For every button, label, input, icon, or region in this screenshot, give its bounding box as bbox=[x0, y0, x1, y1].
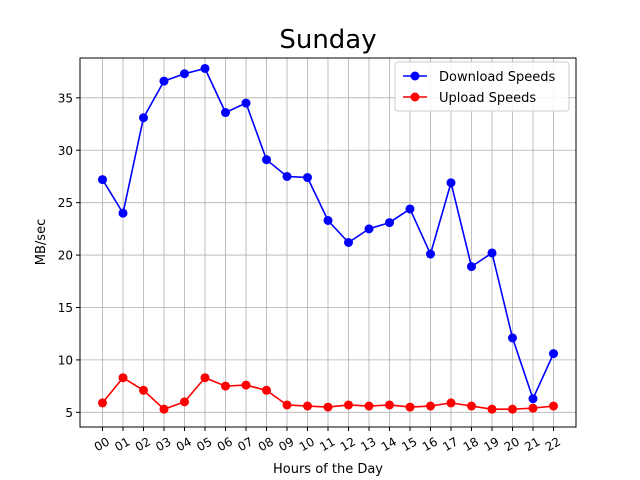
data-point-download bbox=[200, 63, 210, 73]
x-tick-label: 01 bbox=[112, 434, 132, 454]
chart-title: Sunday bbox=[279, 25, 376, 55]
data-point-upload bbox=[323, 402, 333, 412]
data-point-download bbox=[385, 218, 394, 228]
data-point-upload bbox=[118, 373, 128, 383]
data-point-download bbox=[282, 171, 292, 181]
legend: Download Speeds Upload Speeds bbox=[394, 61, 570, 112]
data-point-upload bbox=[467, 401, 476, 411]
data-point-download bbox=[323, 215, 333, 225]
data-point-upload bbox=[139, 385, 148, 395]
x-tick-label: 00 bbox=[92, 434, 112, 454]
x-tick-label: 07 bbox=[235, 434, 255, 454]
x-axis-label: Hours of the Day bbox=[273, 462, 383, 477]
legend-box bbox=[394, 61, 570, 112]
y-tick-label: 25 bbox=[58, 196, 73, 210]
data-point-upload bbox=[344, 400, 353, 410]
x-tick-label: 17 bbox=[440, 434, 460, 454]
data-point-upload bbox=[487, 404, 497, 414]
data-point-download bbox=[221, 108, 230, 118]
data-point-upload bbox=[241, 380, 251, 390]
data-point-download bbox=[528, 394, 538, 404]
data-point-upload bbox=[405, 402, 415, 412]
data-point-upload bbox=[446, 398, 456, 408]
x-tick-label: 08 bbox=[256, 434, 276, 454]
data-point-download bbox=[405, 204, 415, 214]
data-point-download bbox=[118, 208, 128, 218]
data-point-upload bbox=[528, 403, 538, 413]
data-point-download bbox=[344, 238, 353, 247]
data-point-upload bbox=[508, 404, 517, 414]
y-tick-label: 35 bbox=[58, 91, 73, 105]
data-point-download bbox=[241, 98, 251, 108]
x-tick-label: 11 bbox=[317, 434, 337, 454]
data-point-download bbox=[303, 173, 312, 183]
data-point-upload bbox=[364, 401, 374, 411]
x-tick-label: 12 bbox=[338, 434, 358, 454]
data-point-download bbox=[487, 248, 497, 258]
x-tick-label: 09 bbox=[276, 434, 296, 454]
x-tick-label: 05 bbox=[194, 434, 214, 454]
data-point-download bbox=[426, 249, 435, 259]
data-point-upload bbox=[549, 401, 558, 411]
x-tick-label: 14 bbox=[379, 434, 399, 454]
data-point-download bbox=[139, 113, 148, 123]
x-tick-label: 02 bbox=[133, 434, 153, 454]
series-upload bbox=[98, 373, 558, 414]
data-point-download bbox=[467, 262, 476, 272]
legend-marker-upload bbox=[410, 92, 420, 102]
data-point-upload bbox=[98, 398, 107, 408]
legend-label-download: Download Speeds bbox=[439, 70, 556, 85]
x-tick-label: 22 bbox=[543, 434, 563, 454]
x-tick-label: 19 bbox=[481, 434, 501, 454]
data-point-upload bbox=[426, 401, 435, 411]
data-point-upload bbox=[159, 404, 169, 414]
data-point-download bbox=[364, 224, 374, 234]
data-point-upload bbox=[282, 400, 292, 410]
x-tick-label: 18 bbox=[461, 434, 481, 454]
x-tick-label: 03 bbox=[153, 434, 173, 454]
x-tick-label: 04 bbox=[174, 434, 194, 454]
y-tick-label: 20 bbox=[58, 249, 73, 263]
y-tick-label: 30 bbox=[58, 144, 73, 158]
x-tick-label: 10 bbox=[297, 434, 317, 454]
legend-label-upload: Upload Speeds bbox=[439, 91, 536, 106]
data-point-download bbox=[508, 333, 517, 343]
y-tick-label: 5 bbox=[65, 406, 73, 420]
data-point-download bbox=[180, 69, 189, 79]
data-point-download bbox=[98, 175, 107, 185]
x-tick-label: 21 bbox=[522, 434, 542, 454]
data-point-upload bbox=[385, 400, 394, 410]
x-tick-label: 20 bbox=[502, 434, 522, 454]
data-point-download bbox=[159, 76, 169, 86]
data-point-upload bbox=[200, 373, 210, 383]
data-point-download bbox=[446, 178, 456, 188]
y-axis-label: MB/sec bbox=[34, 219, 49, 265]
y-tick-label: 10 bbox=[58, 353, 73, 367]
data-point-upload bbox=[303, 401, 312, 411]
grid bbox=[80, 58, 576, 427]
series-download bbox=[98, 63, 558, 404]
x-tick-label: 13 bbox=[358, 434, 378, 454]
data-point-download bbox=[262, 155, 271, 165]
data-point-download bbox=[549, 349, 558, 359]
x-tick-label: 06 bbox=[215, 434, 235, 454]
ticks: 00 01 02 03 04 05 06 07 08 09 10 11 12 13 14 15 16 17 18 19… bbox=[58, 91, 563, 454]
x-tick-label: 16 bbox=[420, 434, 440, 454]
data-point-upload bbox=[262, 385, 271, 395]
y-tick-label: 15 bbox=[58, 301, 73, 315]
x-tick-label: 15 bbox=[399, 434, 419, 454]
legend-marker-download bbox=[410, 71, 420, 81]
data-point-upload bbox=[221, 381, 230, 391]
data-point-upload bbox=[180, 397, 189, 407]
series-layer bbox=[98, 63, 558, 414]
